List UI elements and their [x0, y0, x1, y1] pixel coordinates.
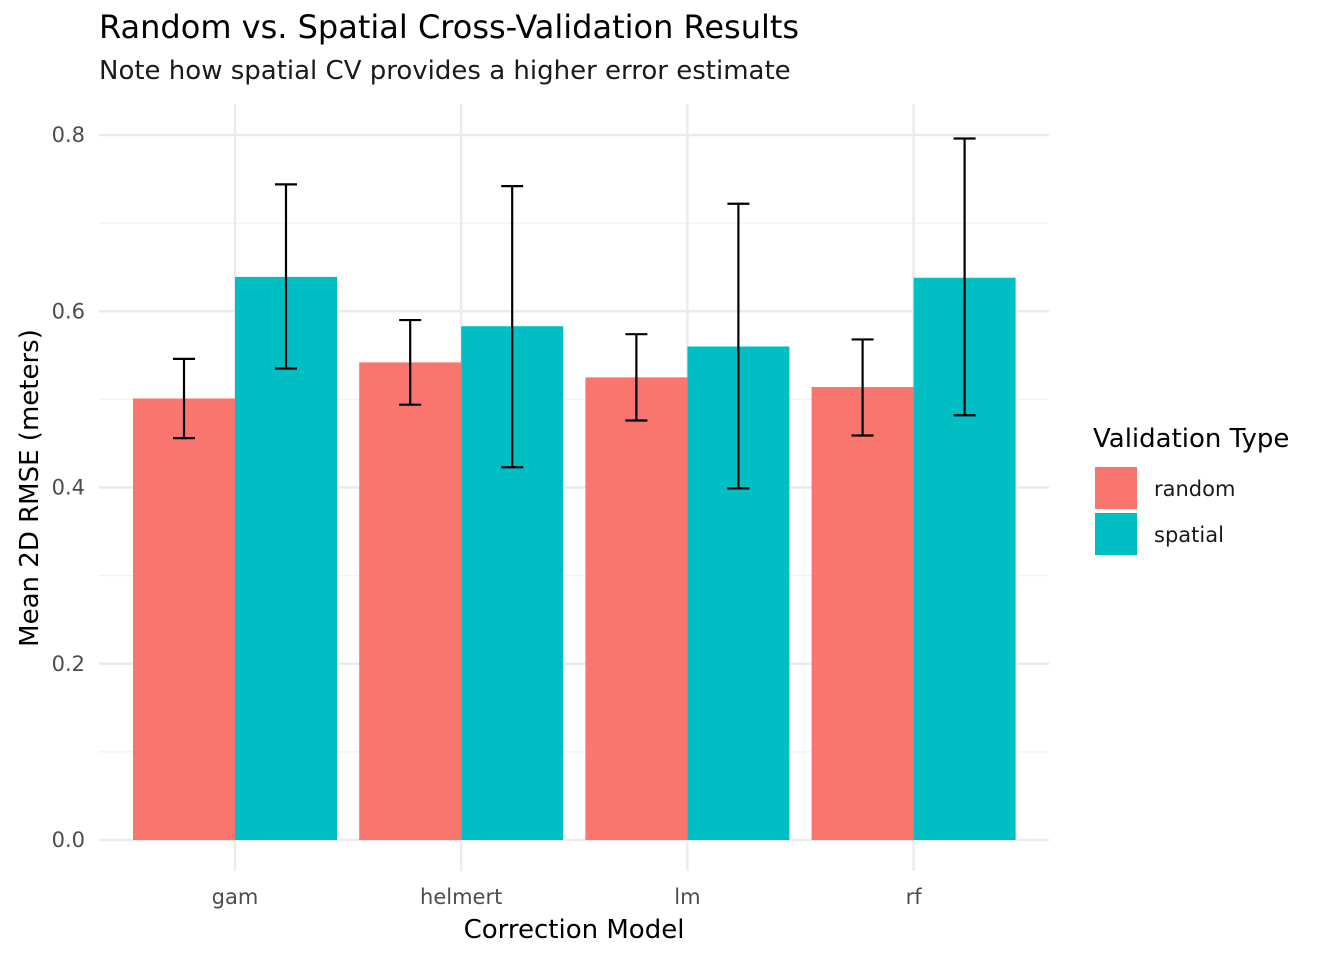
y-tick-label: 0.6 — [52, 299, 85, 323]
bar-random-rf — [811, 387, 914, 840]
bar-random-helmert — [359, 362, 462, 840]
legend-title: Validation Type — [1093, 424, 1289, 454]
y-tick-label: 0.0 — [52, 828, 85, 852]
bar-spatial-gam — [235, 276, 337, 841]
error-bar-spatial-gam — [275, 183, 297, 370]
bar-random-lm — [585, 377, 688, 840]
legend-key-random — [1095, 467, 1137, 509]
error-bar-random-lm — [625, 333, 648, 422]
legend-item-spatial: spatial — [1095, 513, 1224, 555]
y-tick-label: 0.8 — [52, 123, 85, 147]
x-tick-label: gam — [212, 885, 259, 909]
y-axis-title: Mean 2D RMSE (meters) — [15, 329, 45, 647]
legend-label-random: random — [1154, 477, 1235, 501]
error-bar-spatial-lm — [727, 202, 750, 490]
error-bars — [173, 137, 976, 490]
error-bar-spatial-helmert — [501, 185, 524, 469]
x-tick-label: rf — [906, 885, 923, 909]
bar-random-gam — [133, 398, 235, 840]
legend-key-spatial — [1095, 513, 1137, 555]
legend-label-spatial: spatial — [1154, 523, 1224, 547]
error-bar-random-rf — [851, 338, 874, 437]
chart-subtitle: Note how spatial CV provides a higher er… — [99, 56, 791, 86]
error-bar-spatial-rf — [953, 137, 976, 417]
error-bar-random-gam — [173, 357, 195, 440]
y-tick-label: 0.4 — [52, 476, 85, 500]
error-bar-random-helmert — [399, 318, 422, 406]
legend-item-random: random — [1095, 467, 1235, 509]
bars — [133, 276, 1016, 841]
y-tick-label: 0.2 — [52, 652, 85, 676]
x-tick-label: helmert — [420, 885, 502, 909]
chart-title: Random vs. Spatial Cross-Validation Resu… — [99, 8, 800, 46]
legend: Validation Type random spatial — [1093, 424, 1289, 555]
x-axis-title: Correction Model — [464, 915, 685, 945]
x-tick-label: lm — [674, 885, 700, 909]
y-axis-ticks: 0.0 0.2 0.4 0.6 0.8 — [52, 123, 85, 852]
x-axis-ticks: gam helmert lm rf — [212, 885, 923, 909]
